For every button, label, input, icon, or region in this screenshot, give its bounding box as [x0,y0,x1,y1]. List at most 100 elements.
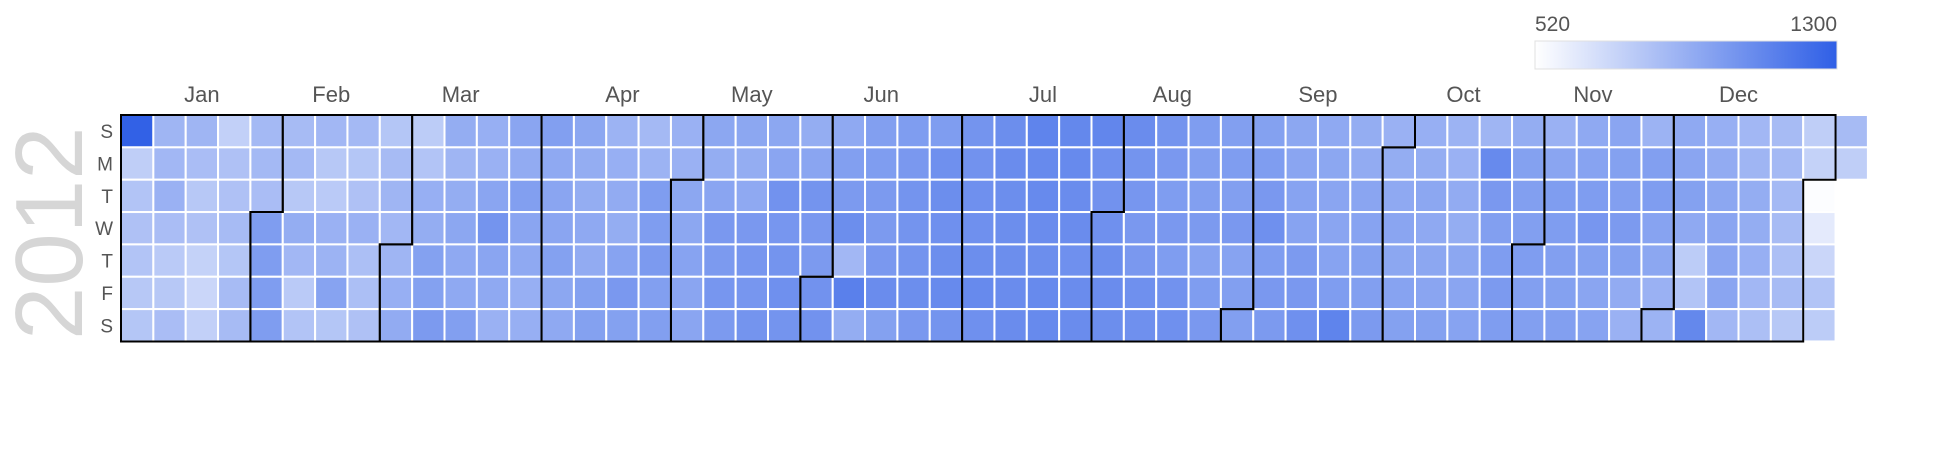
heatmap-cell [1155,275,1190,311]
heatmap-cell [1737,114,1772,149]
day-label: M [97,155,113,176]
heatmap-cell [961,211,996,246]
heatmap-cell [249,308,284,343]
heatmap-cell [864,275,899,311]
heatmap-cell [896,114,931,149]
heatmap-cell [702,243,737,278]
heatmap-cell [1122,275,1158,311]
heatmap-cell [1155,211,1190,246]
heatmap-cell [1414,146,1449,181]
heatmap-cell [1834,114,1869,149]
heatmap-cell [1769,243,1805,278]
heatmap-cell [1122,243,1158,278]
heatmap-cell [508,243,543,278]
heatmap-cell [1025,114,1061,149]
heatmap-cell [1737,308,1772,343]
month-label: Sep [1298,82,1337,107]
heatmap-cell [1284,243,1319,278]
heatmap-cell [378,275,414,311]
heatmap-cell [120,178,155,214]
heatmap-cell [1640,243,1675,278]
heatmap-cell [1705,275,1740,311]
heatmap-cell [281,178,317,214]
heatmap-cell [767,211,802,246]
heatmap-cell [961,243,996,278]
heatmap-cell [1737,146,1772,181]
heatmap-cell [896,178,931,214]
heatmap-cell [572,146,608,181]
heatmap-cell [346,275,381,311]
heatmap-cell [1802,308,1837,343]
heatmap-cell [669,178,705,214]
heatmap-cell [1316,275,1352,311]
heatmap-cell [217,275,252,311]
heatmap-cell [831,275,867,311]
heatmap-cell [961,178,996,214]
heatmap-cell [1802,275,1837,311]
heatmap-cell [1122,308,1158,343]
month-label: Oct [1446,82,1480,107]
heatmap-cell [1058,275,1093,311]
heatmap-cell [1672,211,1708,246]
heatmap-cell [1381,211,1417,246]
heatmap-cell [767,178,802,214]
heatmap-cell [1575,211,1611,246]
heatmap-cell [1705,146,1740,181]
heatmap-cell [120,308,155,343]
heatmap-cell [1672,114,1708,149]
heatmap-cell [896,308,931,343]
heatmap-cell [734,146,770,181]
heatmap-cell [605,308,640,343]
heatmap-cell [1737,211,1772,246]
heatmap-cell [1575,146,1611,181]
heatmap-cell [993,178,1028,214]
heatmap-cell [928,308,964,343]
heatmap-cell [993,243,1028,278]
heatmap-cell [249,114,284,149]
heatmap-cell [217,243,252,278]
heatmap-cell [1025,146,1061,181]
heatmap-cell [281,308,317,343]
heatmap-cell [152,308,187,343]
heatmap-cell [443,308,478,343]
heatmap-cell [1543,308,1578,343]
heatmap-cell [475,178,511,214]
heatmap-cell [799,243,834,278]
heatmap-cell [1672,146,1708,181]
heatmap-cell [281,146,317,181]
heatmap-cell [928,146,964,181]
heatmap-cells [120,114,1869,343]
heatmap-cell [1349,243,1384,278]
heatmap-cell [669,308,705,343]
heatmap-cell [637,275,672,311]
heatmap-cell [443,211,478,246]
heatmap-cell [1511,211,1546,246]
heatmap-cell [1834,146,1869,181]
heatmap-cell [1284,308,1319,343]
heatmap-cell [928,211,964,246]
heatmap-cell [1575,275,1611,311]
heatmap-cell [831,146,867,181]
heatmap-cell [896,243,931,278]
heatmap-cell [1705,114,1740,149]
heatmap-cell [1608,211,1643,246]
heatmap-cell [314,243,349,278]
heatmap-cell [1575,243,1611,278]
heatmap-cell [1381,146,1417,181]
heatmap-cell [864,114,899,149]
heatmap-cell [1316,146,1352,181]
heatmap-cell [1705,211,1740,246]
heatmap-cell [378,146,414,181]
heatmap-cell [1316,243,1352,278]
heatmap-cell [411,178,446,214]
heatmap-cell [1058,114,1093,149]
heatmap-cell [443,243,478,278]
heatmap-cell [1090,275,1125,311]
heatmap-cell [346,308,381,343]
heatmap-cell [831,308,867,343]
day-label: F [101,284,113,305]
heatmap-cell [540,211,575,246]
heatmap-cell [767,275,802,311]
heatmap-cell [961,114,996,149]
heatmap-cell [572,211,608,246]
